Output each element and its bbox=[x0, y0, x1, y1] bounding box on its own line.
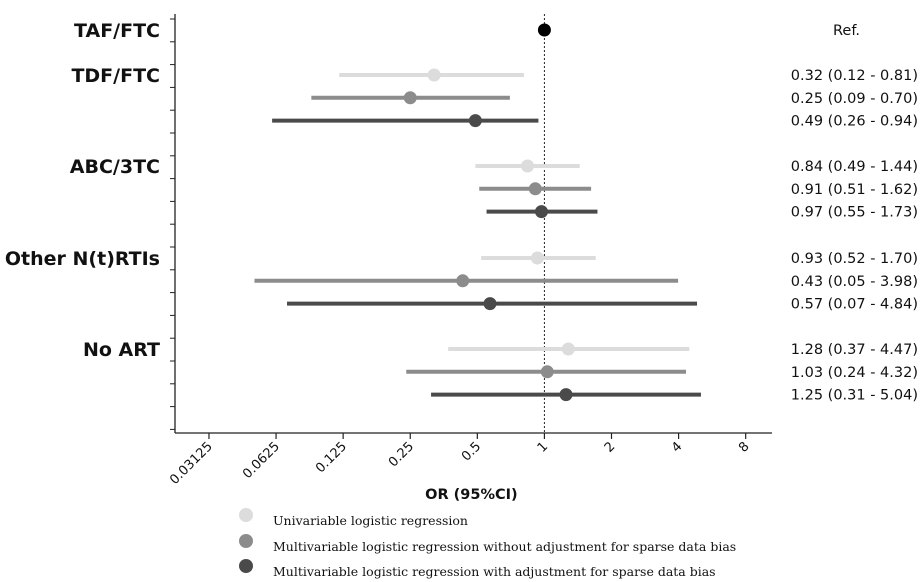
group-labels: TAF/FTC TDF/FTC ABC/3TC Other N(t)RTIs No AR… bbox=[5, 20, 160, 361]
x-tick-label: 8 bbox=[736, 439, 752, 455]
point-estimate bbox=[559, 388, 573, 402]
legend-marker bbox=[239, 534, 253, 548]
or-text: 0.91 (0.51 - 1.62) bbox=[791, 182, 918, 198]
x-tick-label: 0.5 bbox=[459, 439, 484, 464]
or-texts: Ref. 0.32 (0.12 - 0.81) 0.25 (0.09 - 0.70)… bbox=[791, 23, 918, 404]
x-tick-label: 0.03125 bbox=[167, 439, 216, 488]
or-text: 0.25 (0.09 - 0.70) bbox=[791, 91, 918, 107]
legend-marker bbox=[239, 508, 253, 522]
point-estimate bbox=[561, 342, 575, 356]
or-text: 1.03 (0.24 - 4.32) bbox=[791, 365, 918, 381]
or-text: 0.32 (0.12 - 0.81) bbox=[791, 68, 918, 84]
group-label: ABC/3TC bbox=[70, 156, 160, 178]
point-estimate bbox=[528, 182, 542, 196]
point-estimate bbox=[427, 68, 441, 82]
or-text: 0.43 (0.05 - 3.98) bbox=[791, 274, 918, 290]
legend-label: Multivariable logistic regression withou… bbox=[273, 539, 736, 554]
or-text: 0.49 (0.26 - 0.94) bbox=[791, 114, 918, 130]
x-tick-label: 4 bbox=[669, 439, 685, 455]
legend-label: Multivariable logistic regression with a… bbox=[273, 564, 716, 579]
group-label: TAF/FTC bbox=[74, 20, 160, 42]
legend-marker bbox=[239, 559, 253, 573]
legend-label: Univariable logistic regression bbox=[273, 513, 468, 528]
group-label: Other N(t)RTIs bbox=[5, 248, 160, 270]
x-tick-label: 2 bbox=[602, 439, 618, 455]
x-tick-label: 0.25 bbox=[386, 439, 417, 470]
or-text: 1.28 (0.37 - 4.47) bbox=[791, 342, 918, 358]
x-axis-label: OR (95%CI) bbox=[425, 487, 518, 503]
point-estimate bbox=[534, 205, 548, 219]
point-estimate bbox=[483, 297, 497, 311]
group-label: No ART bbox=[83, 339, 160, 361]
x-tick-label: 1 bbox=[535, 439, 551, 455]
point-estimate bbox=[540, 365, 554, 379]
x-tick-label: 0.0625 bbox=[240, 439, 283, 482]
or-text: 0.93 (0.52 - 1.70) bbox=[791, 251, 918, 267]
point-estimate bbox=[468, 114, 482, 128]
reference-point bbox=[537, 23, 551, 37]
or-text: 0.57 (0.07 - 4.84) bbox=[791, 297, 918, 313]
point-estimate bbox=[530, 251, 544, 265]
x-tick-label: 0.125 bbox=[313, 439, 350, 476]
group-label: TDF/FTC bbox=[71, 65, 160, 87]
reference-text: Ref. bbox=[833, 23, 860, 39]
confidence-intervals bbox=[254, 23, 701, 402]
legend: Univariable logistic regression Multivari… bbox=[239, 508, 736, 579]
point-estimate bbox=[521, 159, 535, 173]
or-text: 0.97 (0.55 - 1.73) bbox=[791, 205, 918, 221]
or-text: 1.25 (0.31 - 5.04) bbox=[791, 388, 918, 404]
or-text: 0.84 (0.49 - 1.44) bbox=[791, 159, 918, 175]
x-ticks: 0.03125 0.0625 0.125 0.25 0.5 1 2 4 8 bbox=[167, 433, 753, 488]
axes bbox=[170, 14, 772, 434]
point-estimate bbox=[403, 91, 417, 105]
point-estimate bbox=[456, 274, 470, 288]
